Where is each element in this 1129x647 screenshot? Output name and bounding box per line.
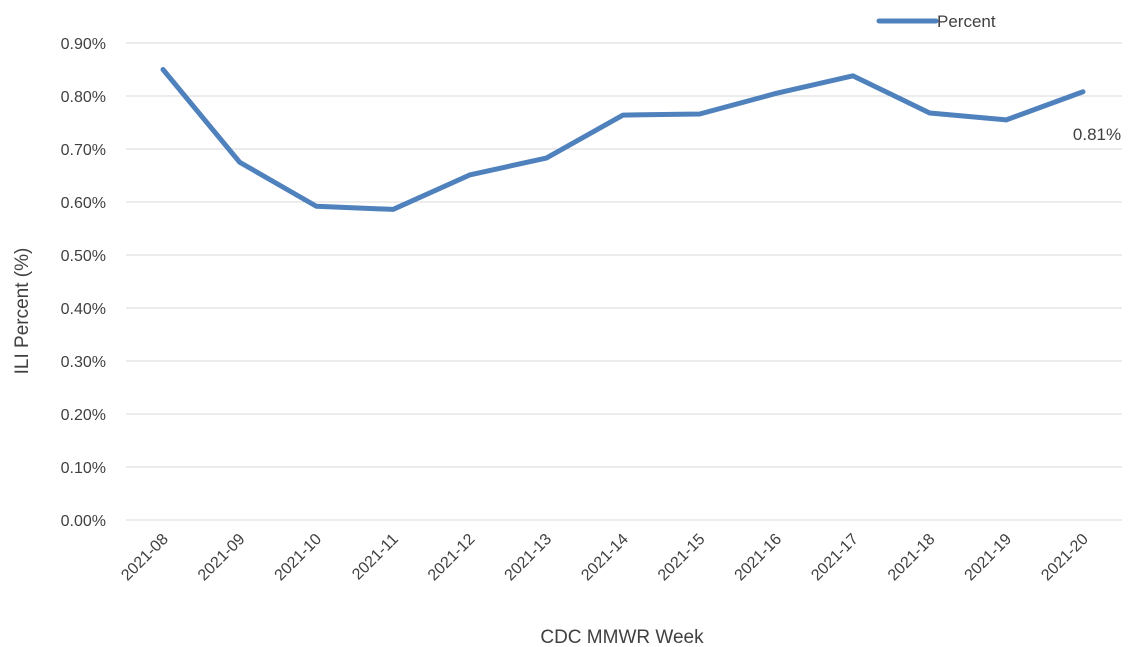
y-tick-label: 0.00% (61, 513, 106, 530)
y-tick-label: 0.80% (61, 89, 106, 106)
x-tick-label: 2021-10 (272, 531, 326, 585)
y-tick-label: 0.40% (61, 301, 106, 318)
x-tick-label: 2021-09 (195, 531, 249, 585)
x-tick-label: 2021-13 (502, 531, 556, 585)
y-axis-title: ILI Percent (%) (12, 248, 33, 375)
x-tick-label: 2021-19 (962, 531, 1016, 585)
x-tick-label: 2021-16 (732, 531, 786, 585)
x-tick-label: 2021-20 (1038, 531, 1092, 585)
x-tick-label: 2021-11 (349, 531, 402, 584)
y-axis-ticks: 0.00% 0.10% 0.20% 0.30% 0.40% 0.50% 0.60% 0.70%… (61, 36, 106, 530)
y-tick-label: 0.20% (61, 407, 106, 424)
y-tick-label: 0.60% (61, 195, 106, 212)
series-layer (160, 67, 1086, 212)
legend: Percent (876, 12, 996, 31)
x-tick-label: 2021-12 (425, 531, 479, 585)
data-label: 0.81% (1073, 125, 1121, 144)
x-tick-label: 2021-17 (808, 531, 862, 585)
x-tick-label: 2021-14 (578, 531, 632, 585)
y-tick-label: 0.50% (61, 248, 106, 265)
gridlines (126, 42, 1122, 521)
legend-label-percent: Percent (937, 12, 996, 31)
y-tick-label: 0.10% (61, 460, 106, 477)
series-line-percent (160, 67, 1086, 212)
x-axis-title: CDC MMWR Week (540, 627, 704, 647)
y-tick-label: 0.90% (61, 36, 106, 53)
y-tick-label: 0.70% (61, 142, 106, 159)
x-tick-label: 2021-08 (118, 531, 172, 585)
data-labels: 0.81% (1073, 125, 1121, 144)
x-tick-label: 2021-15 (655, 531, 709, 585)
y-tick-label: 0.30% (61, 354, 106, 371)
x-axis-ticks: 2021-08 2021-09 2021-10 2021-11 2021-12 2021-… (118, 531, 1092, 585)
x-tick-label: 2021-18 (885, 531, 939, 585)
